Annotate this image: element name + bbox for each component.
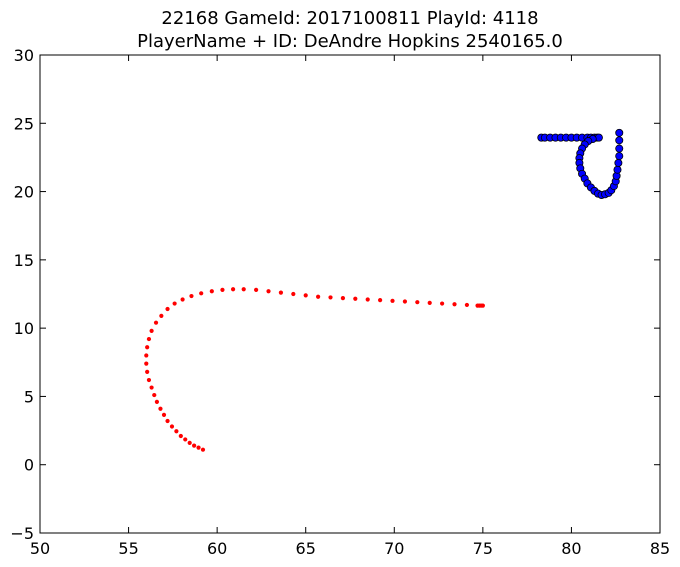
red-data-point bbox=[480, 303, 485, 308]
red-data-point bbox=[303, 293, 308, 298]
red-data-point bbox=[174, 429, 179, 434]
x-tick-label: 80 bbox=[561, 539, 581, 558]
red-data-point bbox=[427, 300, 432, 305]
red-data-point bbox=[183, 437, 188, 442]
y-tick-label: 5 bbox=[24, 387, 34, 406]
x-tick-label: 55 bbox=[118, 539, 138, 558]
blue-data-point bbox=[614, 158, 623, 167]
red-data-point bbox=[365, 297, 370, 302]
blue-data-point bbox=[615, 152, 624, 161]
red-data-point bbox=[178, 433, 183, 439]
red-data-point bbox=[144, 353, 149, 358]
red-data-point bbox=[200, 447, 206, 452]
red-data-point bbox=[328, 295, 333, 300]
red-data-point bbox=[230, 287, 236, 292]
red-data-point bbox=[144, 361, 149, 366]
x-tick-label: 75 bbox=[473, 539, 493, 558]
red-data-point bbox=[153, 320, 159, 325]
x-tick-label: 70 bbox=[384, 539, 404, 558]
y-tick-label: 10 bbox=[14, 319, 34, 338]
x-tick-label: 85 bbox=[650, 539, 670, 558]
red-data-point bbox=[278, 290, 284, 295]
red-data-point bbox=[440, 301, 445, 306]
blue-data-point bbox=[615, 128, 624, 137]
red-data-point bbox=[241, 287, 246, 292]
red-data-point bbox=[165, 306, 170, 312]
red-data-point bbox=[340, 295, 346, 301]
y-tick-label: 30 bbox=[14, 46, 34, 65]
y-tick-label: −5 bbox=[10, 524, 34, 543]
red-data-point bbox=[209, 289, 214, 294]
red-data-point bbox=[316, 294, 321, 299]
x-tick-label: 60 bbox=[207, 539, 227, 558]
red-data-point bbox=[199, 291, 204, 296]
red-data-point bbox=[169, 424, 175, 429]
red-data-point bbox=[172, 301, 177, 306]
chart-title-line-1: 22168 GameId: 2017100811 PlayId: 4118 bbox=[161, 8, 538, 29]
x-tick-label: 50 bbox=[30, 539, 50, 558]
red-data-point bbox=[159, 313, 164, 318]
red-data-point bbox=[189, 293, 194, 299]
red-data-point bbox=[196, 445, 201, 450]
y-tick-label: 15 bbox=[14, 251, 34, 270]
red-data-point bbox=[254, 287, 259, 293]
x-tick-label: 65 bbox=[296, 539, 316, 558]
red-data-point bbox=[145, 345, 150, 350]
red-data-point bbox=[154, 399, 160, 404]
red-data-point bbox=[161, 412, 167, 417]
red-data-point bbox=[145, 369, 150, 374]
red-data-point bbox=[165, 418, 170, 424]
red-data-point bbox=[152, 392, 157, 398]
axis-ticks: 50 55 60 65 70 75 80 85 −5 0 5 10 15 20 25 30 bbox=[10, 46, 670, 558]
red-data-point bbox=[415, 300, 420, 305]
red-data-point bbox=[464, 302, 470, 308]
red-data-point bbox=[390, 298, 395, 303]
red-data-point bbox=[146, 377, 152, 383]
red-data-point bbox=[402, 299, 408, 304]
red-data-point bbox=[220, 287, 225, 293]
chart-title-line-2: PlayerName + ID: DeAndre Hopkins 2540165… bbox=[137, 31, 563, 52]
red-data-point bbox=[180, 297, 185, 302]
red-data-point bbox=[266, 289, 271, 294]
data-points bbox=[144, 128, 624, 452]
red-data-point bbox=[149, 328, 154, 333]
red-data-point bbox=[378, 298, 383, 303]
blue-data-point bbox=[613, 165, 622, 174]
red-data-point bbox=[192, 443, 197, 448]
y-tick-label: 0 bbox=[24, 456, 34, 475]
red-data-point bbox=[158, 406, 163, 411]
red-data-point bbox=[452, 302, 457, 307]
red-data-point bbox=[187, 440, 192, 445]
blue-data-point bbox=[615, 144, 624, 153]
y-tick-label: 25 bbox=[14, 114, 34, 133]
blue-data-point bbox=[615, 136, 624, 145]
red-data-point bbox=[146, 336, 152, 342]
y-tick-label: 20 bbox=[14, 183, 34, 202]
plot-area-frame bbox=[39, 54, 661, 534]
red-data-point bbox=[291, 291, 296, 297]
red-data-point bbox=[149, 385, 154, 390]
red-data-point bbox=[353, 296, 358, 301]
